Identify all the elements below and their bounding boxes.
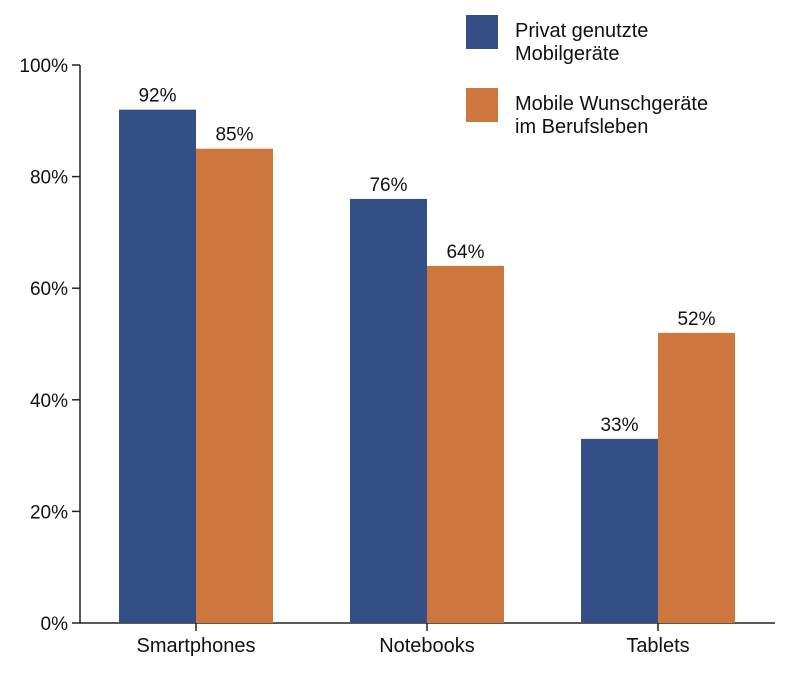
x-category-label: Smartphones [137,635,256,657]
data-label: 92% [138,86,176,107]
legend-label: Privat genutzte Mobilgeräte [515,20,648,65]
bar-series-1-notebooks [350,198,427,624]
y-tick-label: 100% [19,56,68,77]
y-tick-label: 80% [30,168,68,189]
y-axis: 0% 20% 40% 60% 80% 100% [19,56,81,635]
bars [119,109,735,624]
y-tick-label: 0% [41,614,69,635]
x-category-label: Notebooks [379,635,475,657]
bar-series-1-smartphones [119,109,196,623]
bar-series-2-notebooks [427,265,504,623]
bar-series-2-smartphones [196,148,273,623]
legend: Privat genutzte Mobilgeräte Mobile Wunschg… [466,15,708,138]
y-tick-label: 40% [30,391,68,412]
y-tick-label: 20% [30,502,68,523]
data-label: 64% [446,242,484,263]
x-axis: Smartphones Notebooks Tablets [80,622,775,657]
y-tick-label: 60% [30,279,68,300]
legend-label: Mobile Wunschgeräte im Berufsleben [515,93,708,138]
data-label: 52% [677,309,715,330]
legend-swatch [466,88,498,122]
data-label: 33% [600,415,638,436]
legend-swatch [466,15,498,49]
data-labels: 92% 76% 33% 85% 64% 52% [138,86,715,436]
bar-series-1-tablets [581,438,658,623]
data-label: 85% [215,125,253,146]
bar-series-2-tablets [658,332,735,623]
x-category-label: Tablets [626,635,689,657]
data-label: 76% [369,175,407,196]
